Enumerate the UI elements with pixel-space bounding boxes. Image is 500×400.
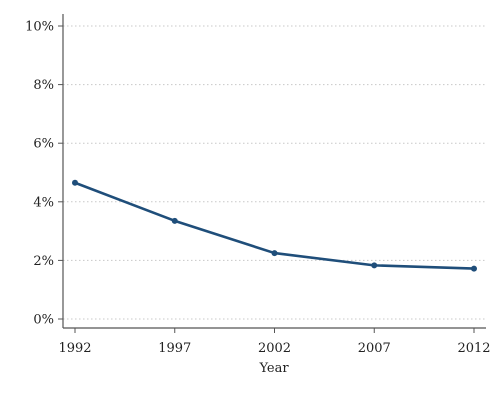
data-point-0 (72, 179, 78, 186)
y-axis-ticks: 0% 2% 4% 6% 8% 10% (25, 20, 63, 328)
data-point-2 (271, 250, 278, 257)
data-point-4 (471, 265, 477, 272)
x-axis-ticks: 1992 1997 2002 2007 2012 (58, 328, 491, 356)
data-point-1 (171, 217, 178, 224)
x-tick-label-3: 2007 (358, 341, 391, 356)
y-tick-label-4: 8% (33, 78, 54, 93)
gridlines (63, 25, 486, 320)
y-tick-label-1: 2% (33, 254, 54, 269)
x-tick-label-1: 1997 (158, 341, 191, 356)
x-tick-label-0: 1992 (58, 341, 91, 356)
x-tick-label-2: 2002 (258, 341, 291, 356)
y-tick-label-5: 10% (25, 20, 54, 35)
series-layer (72, 179, 477, 272)
x-axis-title: Year (258, 361, 289, 376)
y-tick-label-2: 4% (33, 195, 54, 210)
x-tick-label-4: 2012 (457, 341, 490, 356)
y-tick-label-3: 6% (33, 137, 54, 152)
y-tick-label-0: 0% (33, 313, 54, 328)
data-point-3 (371, 262, 378, 269)
